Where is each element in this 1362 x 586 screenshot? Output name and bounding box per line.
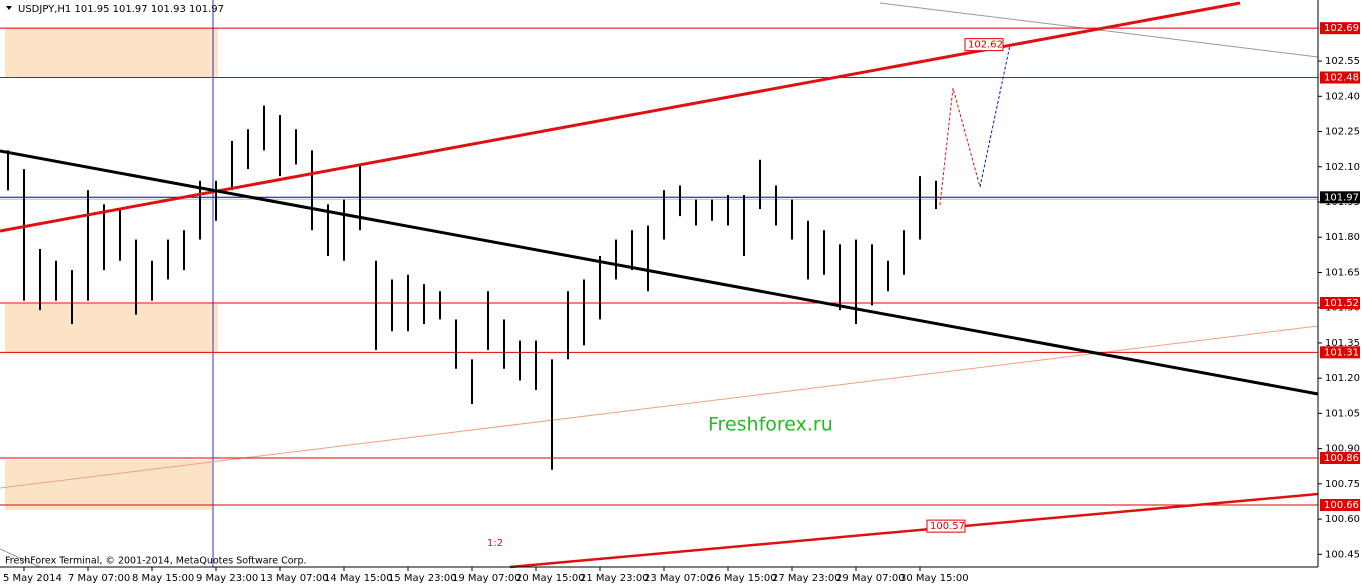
- level-label-box: [1320, 346, 1360, 359]
- y-tick-label: 101.20: [1325, 373, 1360, 384]
- x-tick-label: 20 May 15:00: [516, 573, 585, 584]
- x-tick-label: 30 May 15:00: [900, 573, 969, 584]
- x-tick-label: 5 May 2014: [3, 573, 62, 584]
- x-tick-label: 14 May 15:00: [324, 573, 393, 584]
- zone: [5, 460, 212, 510]
- y-tick-label: 100.90: [1325, 444, 1360, 455]
- level-label: 100.86: [1324, 453, 1359, 464]
- x-tick-label: 15 May 23:00: [388, 573, 457, 584]
- y-tick-label: 101.65: [1325, 267, 1360, 278]
- level-label: 100.66: [1324, 500, 1359, 511]
- y-tick-label: 102.10: [1325, 162, 1360, 173]
- x-tick-label: 27 May 23:00: [772, 573, 841, 584]
- annotation-label: 102.62: [968, 40, 1003, 51]
- y-tick-label: 101.05: [1325, 408, 1360, 419]
- ratio-note: 1:2: [487, 538, 503, 549]
- annotation-box: [926, 519, 966, 533]
- level-label-box: [1320, 498, 1360, 511]
- level-label: 101.31: [1324, 347, 1359, 358]
- trendline: [0, 149, 1319, 396]
- y-tick-label: 100.75: [1325, 479, 1360, 490]
- level-label-box: [1320, 71, 1360, 84]
- chart-title: USDJPY,H1 101.95 101.97 101.93 101.97: [18, 4, 224, 15]
- level-label-box: [1320, 22, 1360, 35]
- projection: [939, 87, 981, 206]
- watermark: Freshforex.ru: [708, 414, 833, 436]
- projection: [979, 44, 1011, 188]
- level-label: 101.52: [1324, 298, 1359, 309]
- copyright: FreshForex Terminal, © 2001-2014, MetaQu…: [5, 556, 307, 567]
- trendline: [0, 1, 1241, 233]
- annotation-label: 100.57: [930, 521, 965, 532]
- y-tick-label: 102.55: [1325, 56, 1360, 67]
- current-price-box: [1320, 191, 1360, 204]
- level-label-box: [1320, 296, 1360, 309]
- x-tick-label: 21 May 23:00: [580, 573, 649, 584]
- x-tick-label: 8 May 15:00: [132, 573, 194, 584]
- zone: [5, 28, 218, 78]
- y-tick-label: 100.45: [1325, 549, 1360, 560]
- annotation-box: [964, 38, 1004, 52]
- x-tick-label: 29 May 07:00: [836, 573, 905, 584]
- y-tick-label: 101.80: [1325, 232, 1360, 243]
- y-tick-label: 100.60: [1325, 514, 1360, 525]
- x-tick-label: 23 May 07:00: [644, 573, 713, 584]
- x-tick-label: 13 May 07:00: [260, 573, 329, 584]
- level-label: 102.69: [1324, 23, 1359, 34]
- x-tick-label: 19 May 07:00: [452, 573, 521, 584]
- menu-arrow[interactable]: [6, 6, 12, 10]
- trendline: [0, 548, 41, 568]
- y-tick-label: 102.25: [1325, 127, 1360, 138]
- y-tick-label: 102.40: [1325, 91, 1360, 102]
- y-tick-label: 101.35: [1325, 338, 1360, 349]
- level-label: 102.48: [1324, 73, 1359, 84]
- x-tick-label: 9 May 23:00: [196, 573, 258, 584]
- x-tick-label: 26 May 15:00: [708, 573, 777, 584]
- level-label-box: [1320, 452, 1360, 465]
- trendline: [509, 492, 1319, 569]
- x-tick-label: 7 May 07:00: [68, 573, 130, 584]
- current-price-label: 101.97: [1324, 192, 1359, 203]
- zone: [5, 304, 218, 353]
